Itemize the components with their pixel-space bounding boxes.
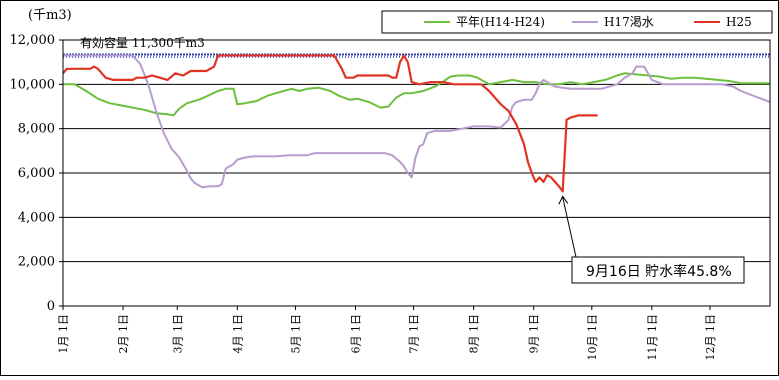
annotation-box (571, 256, 745, 284)
x-tick-label: 9月 1日 (528, 314, 541, 354)
legend-label-3: H25 (726, 15, 752, 29)
x-axis: 1月 1日 2月 1日 3月 1日 4月 1日 5月 1日 6月 1日 7月 1日 8月 1日… (57, 306, 717, 361)
x-tick-label: 12月 1日 (704, 314, 717, 361)
y-tick-label: 10,000 (10, 77, 56, 92)
series-lines (62, 54, 771, 193)
x-tick-label: 6月 1日 (349, 314, 362, 354)
y-tick-label: 0 (47, 299, 55, 314)
capacity-label: 有効容量 11,300千m3 (80, 35, 205, 50)
y-axis: 0 2,000 4,000 6,000 8,000 10,000 12,000 (10, 33, 63, 314)
legend-label-2: H17渇水 (604, 15, 654, 29)
y-tick-label: 6,000 (18, 166, 55, 181)
y-tick-label: 8,000 (18, 122, 55, 137)
legend-label-1: 平年(H14-H24) (456, 15, 545, 29)
annotation-arrowhead (558, 195, 569, 205)
y-tick-label: 2,000 (18, 255, 55, 270)
y-tick-label: 4,000 (18, 210, 55, 225)
x-tick-label: 5月 1日 (289, 314, 302, 354)
y-unit-label: (千m3) (28, 8, 72, 23)
x-tick-label: 3月 1日 (171, 314, 184, 354)
annotation: 9月16日 貯水率45.8% (558, 195, 745, 284)
x-tick-label: 10月 1日 (586, 314, 599, 361)
x-tick-label: 1月 1日 (57, 314, 70, 354)
annotation-text: 9月16日 貯水率45.8% (586, 263, 732, 280)
y-tick-label: 12,000 (10, 33, 56, 48)
legend: 平年(H14-H24) H17渇水 H25 (381, 10, 773, 34)
x-tick-label: 8月 1日 (468, 314, 481, 354)
x-tick-label: 2月 1日 (117, 314, 130, 354)
x-tick-label: 11月 1日 (646, 314, 659, 361)
capacity-line-group (63, 53, 770, 59)
series-line-3 (62, 54, 598, 193)
x-tick-label: 4月 1日 (231, 314, 244, 354)
series-line-2 (63, 54, 771, 189)
x-tick-label: 7月 1日 (408, 314, 421, 354)
annotation-pointer-line (562, 197, 577, 258)
